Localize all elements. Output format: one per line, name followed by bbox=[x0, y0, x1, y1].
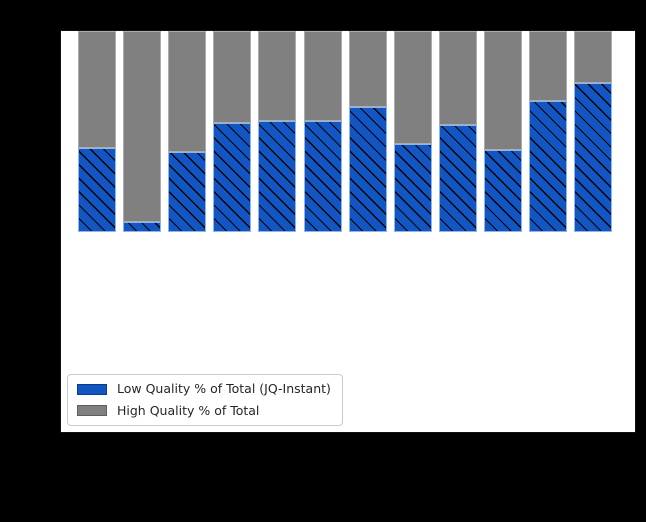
x-axis-tick bbox=[232, 433, 233, 437]
bar-segment-low-quality bbox=[529, 101, 567, 232]
x-axis-tick bbox=[593, 433, 594, 437]
legend-item-high-quality: High Quality % of Total bbox=[77, 402, 331, 418]
bar-segment-low-quality bbox=[394, 144, 432, 232]
bar-segment-low-quality bbox=[123, 222, 161, 232]
y-axis-tick bbox=[56, 332, 60, 333]
y-axis-tick bbox=[56, 282, 60, 283]
bar-stack bbox=[304, 31, 342, 232]
bar-segment-low-quality bbox=[574, 83, 612, 232]
bar-segment-high-quality bbox=[574, 31, 612, 83]
stacked-bars bbox=[61, 31, 635, 432]
bar-segment-high-quality bbox=[349, 31, 387, 107]
bar-stack bbox=[349, 31, 387, 232]
bar-segment-high-quality bbox=[78, 31, 116, 148]
legend-label-high-quality: High Quality % of Total bbox=[117, 402, 260, 418]
x-axis-tick bbox=[187, 433, 188, 437]
bar-stack bbox=[168, 31, 206, 232]
x-axis-tick bbox=[97, 433, 98, 437]
y-axis-tick bbox=[56, 81, 60, 82]
x-axis-tick bbox=[323, 433, 324, 437]
bar-segment-low-quality bbox=[439, 125, 477, 232]
plot-area: Low Quality % of Total (JQ-Instant) High… bbox=[56, 30, 636, 437]
bar-segment-high-quality bbox=[213, 31, 251, 123]
bar-stack bbox=[123, 31, 161, 232]
bar-segment-high-quality bbox=[304, 31, 342, 121]
bar-segment-low-quality bbox=[213, 123, 251, 232]
legend-item-low-quality: Low Quality % of Total (JQ-Instant) bbox=[77, 381, 331, 397]
bar-segment-high-quality bbox=[484, 31, 522, 150]
bar-segment-high-quality bbox=[394, 31, 432, 144]
y-axis-tick bbox=[56, 181, 60, 182]
legend-label-low-quality: Low Quality % of Total (JQ-Instant) bbox=[117, 381, 331, 397]
bar-segment-low-quality bbox=[258, 121, 296, 232]
x-axis-tick bbox=[548, 433, 549, 437]
bar-segment-high-quality bbox=[258, 31, 296, 121]
bar-stack bbox=[574, 31, 612, 232]
bar-stack bbox=[78, 31, 116, 232]
bar-stack bbox=[394, 31, 432, 232]
bar-segment-low-quality bbox=[349, 107, 387, 232]
bar-segment-low-quality bbox=[78, 148, 116, 232]
bar-stack bbox=[529, 31, 567, 232]
x-axis-tick bbox=[277, 433, 278, 437]
y-axis-tick bbox=[56, 131, 60, 132]
bar-segment-low-quality bbox=[304, 121, 342, 232]
x-axis-tick bbox=[142, 433, 143, 437]
bar-segment-high-quality bbox=[439, 31, 477, 125]
bar-stack bbox=[439, 31, 477, 232]
bar-stack bbox=[213, 31, 251, 232]
x-axis-tick bbox=[503, 433, 504, 437]
x-axis-tick bbox=[458, 433, 459, 437]
x-axis-tick bbox=[368, 433, 369, 437]
bar-segment-high-quality bbox=[123, 31, 161, 222]
y-axis-tick bbox=[56, 232, 60, 233]
bar-segment-low-quality bbox=[168, 152, 206, 232]
legend: Low Quality % of Total (JQ-Instant) High… bbox=[67, 374, 343, 426]
legend-swatch-high-quality bbox=[77, 405, 107, 417]
bar-segment-high-quality bbox=[168, 31, 206, 152]
bar-stack bbox=[484, 31, 522, 232]
bar-segment-low-quality bbox=[484, 150, 522, 232]
y-axis-tick bbox=[56, 382, 60, 383]
y-axis-tick bbox=[56, 432, 60, 433]
legend-swatch-low-quality bbox=[77, 383, 107, 395]
bar-segment-high-quality bbox=[529, 31, 567, 101]
x-axis-tick bbox=[413, 433, 414, 437]
y-axis-tick bbox=[56, 31, 60, 32]
bar-stack bbox=[258, 31, 296, 232]
